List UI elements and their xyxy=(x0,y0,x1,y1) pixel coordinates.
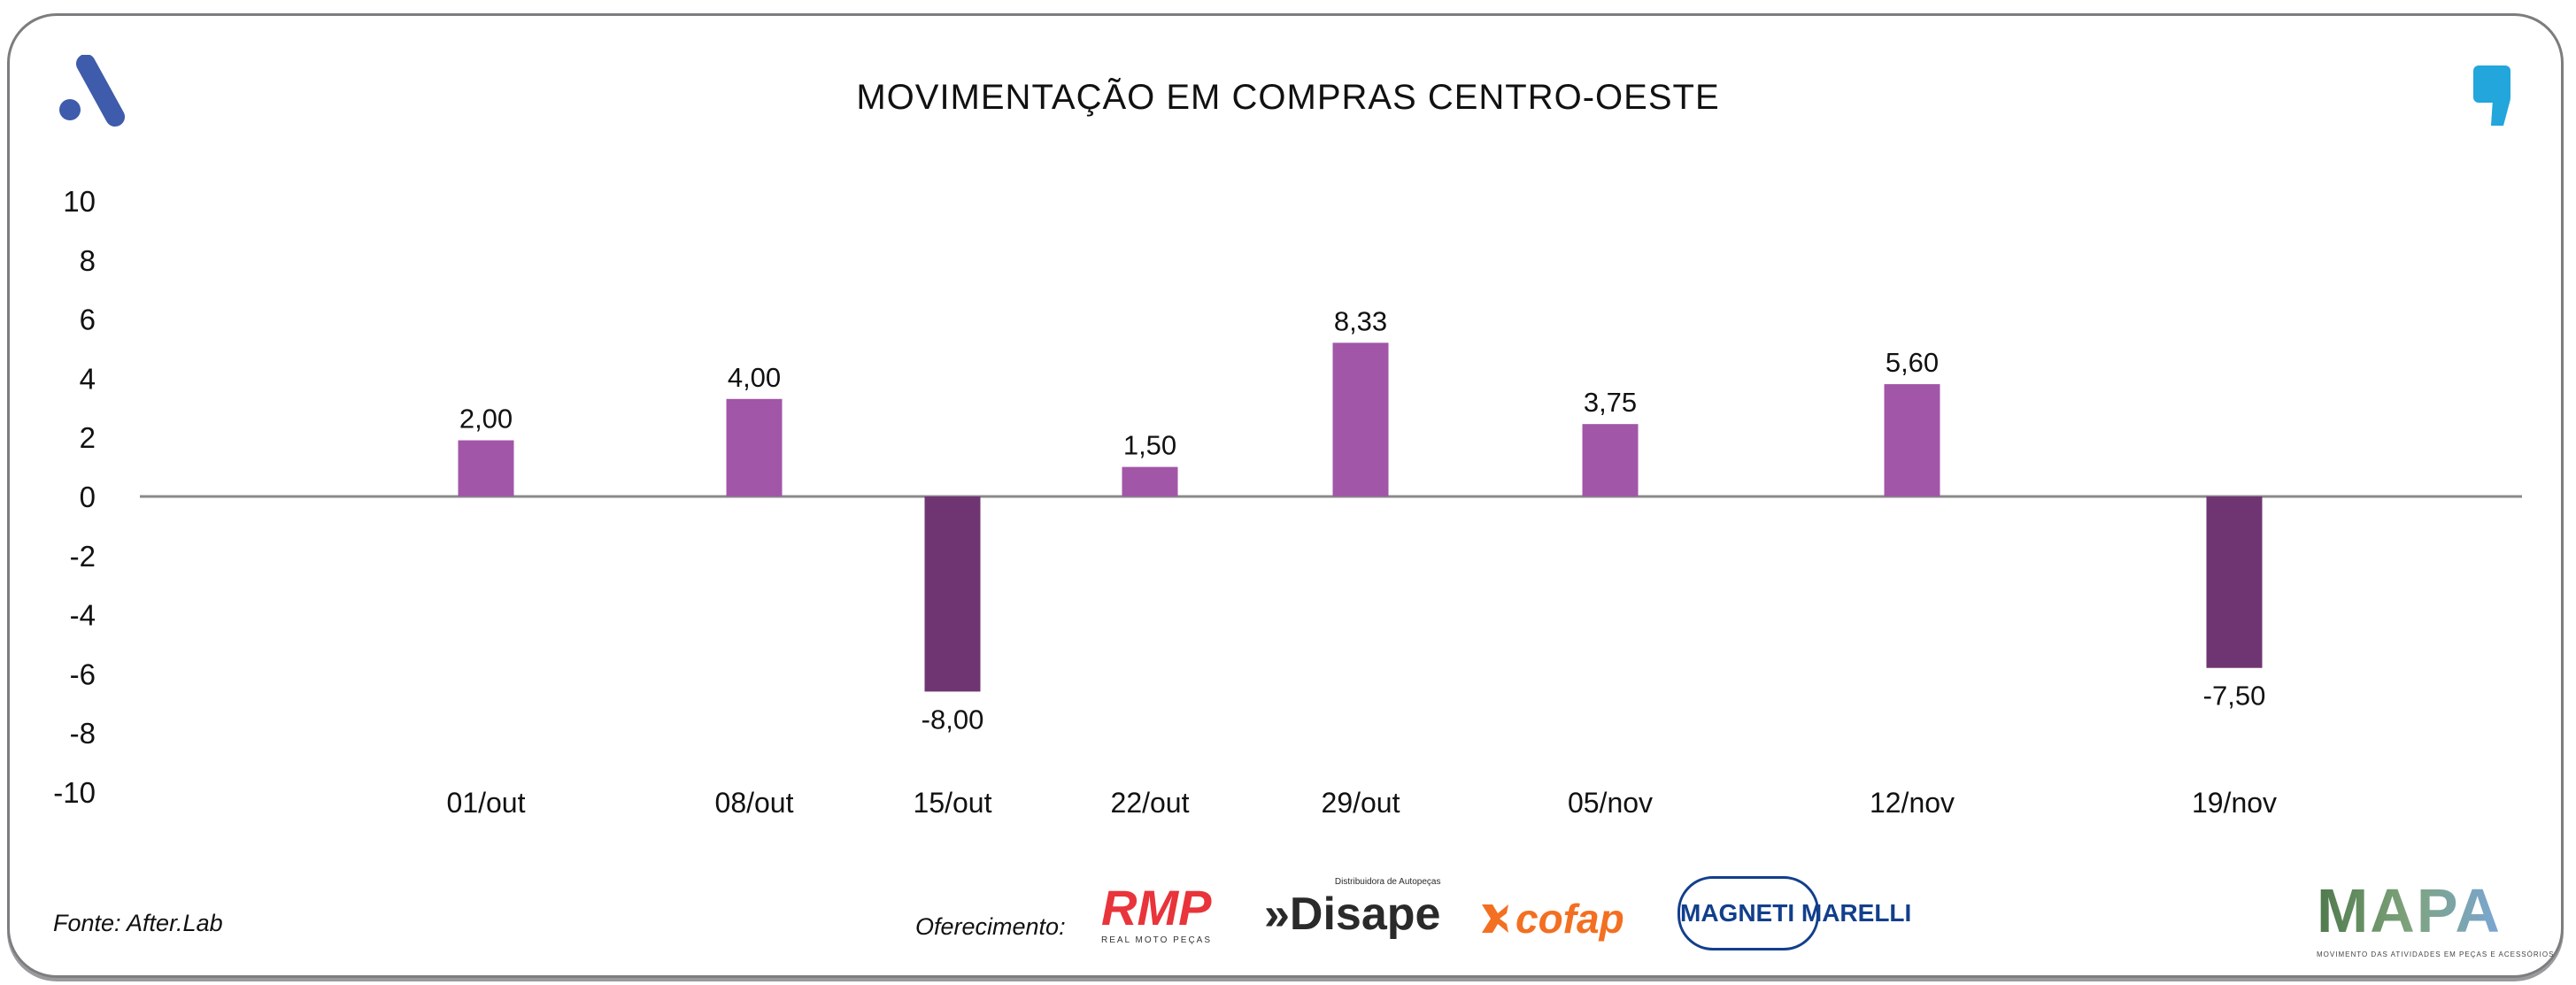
card-frame xyxy=(7,13,2564,978)
bar-19-nov xyxy=(2206,496,2263,668)
disape-logo: Distribuidora de Autopeças »Disape xyxy=(1264,876,1440,940)
bar-08-out xyxy=(726,398,783,496)
rmp-logo: RMP REAL MOTO PEÇAS xyxy=(1101,881,1243,947)
disape-logo-subtext: Distribuidora de Autopeças xyxy=(1334,877,1441,887)
disape-logo-text: »Disape xyxy=(1264,889,1441,940)
brand-comma-logo-icon xyxy=(2473,65,2510,126)
source-note: Fonte: After.Lab xyxy=(53,910,223,936)
cofap-logo: cofap xyxy=(1480,894,1624,943)
data-label: 2,00 xyxy=(459,404,513,435)
data-label: 8,33 xyxy=(1334,305,1387,336)
data-label: 4,00 xyxy=(728,362,781,393)
chart-title: MOVIMENTAÇÃO EM COMPRAS CENTRO-OESTE xyxy=(856,78,1720,117)
bar-22-out xyxy=(1122,466,1178,496)
y-tick-label: -8 xyxy=(70,717,96,750)
magneti-marelli-logo: MAGNETI MARELLI xyxy=(1677,876,1911,950)
y-tick-label: 10 xyxy=(63,185,96,218)
data-label: 3,75 xyxy=(1584,387,1637,418)
x-tick-label: 08/out xyxy=(715,787,794,819)
y-tick-label: 4 xyxy=(80,362,96,395)
y-tick-label: 6 xyxy=(80,304,96,336)
bar-29-out xyxy=(1332,342,1389,496)
cofap-x-icon xyxy=(1482,904,1508,933)
rmp-logo-text: RMP xyxy=(1101,880,1212,935)
y-tick-label: 0 xyxy=(80,481,96,513)
bar-12-nov xyxy=(1884,384,1940,496)
x-tick-label: 15/out xyxy=(914,787,992,819)
mapa-logo-subtext: MOVIMENTO DAS ATIVIDADES EM PEÇAS E ACES… xyxy=(2317,950,2555,958)
x-tick-label: 12/nov xyxy=(1870,787,1955,819)
y-tick-label: 2 xyxy=(80,421,96,454)
data-label: 1,50 xyxy=(1123,430,1176,461)
x-tick-label: 05/nov xyxy=(1568,787,1653,819)
y-tick-label: -2 xyxy=(70,540,96,573)
x-tick-label: 19/nov xyxy=(2192,787,2277,819)
x-tick-label: 01/out xyxy=(447,787,526,819)
data-label: -8,00 xyxy=(922,704,984,735)
y-tick-label: -4 xyxy=(70,599,96,632)
y-tick-label: -10 xyxy=(53,776,96,809)
bar-05-nov xyxy=(1582,424,1639,496)
x-tick-label: 29/out xyxy=(1322,787,1400,819)
data-label: -7,50 xyxy=(2203,681,2266,712)
y-tick-label: 8 xyxy=(80,244,96,277)
bar-15-out xyxy=(924,496,981,692)
brand-a-logo-icon xyxy=(59,55,125,127)
sponsor-label: Oferecimento: xyxy=(915,913,1066,940)
mapa-logo: MAPA xyxy=(2317,876,2502,945)
bar-01-out xyxy=(458,440,514,496)
x-tick-label: 22/out xyxy=(1111,787,1190,819)
rmp-logo-subtext: REAL MOTO PEÇAS xyxy=(1101,935,1213,945)
data-label: 5,60 xyxy=(1886,347,1939,378)
cofap-logo-text: cofap xyxy=(1516,896,1624,942)
y-tick-label: -6 xyxy=(70,658,96,690)
